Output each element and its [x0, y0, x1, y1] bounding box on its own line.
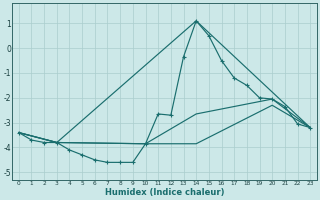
- X-axis label: Humidex (Indice chaleur): Humidex (Indice chaleur): [105, 188, 224, 197]
